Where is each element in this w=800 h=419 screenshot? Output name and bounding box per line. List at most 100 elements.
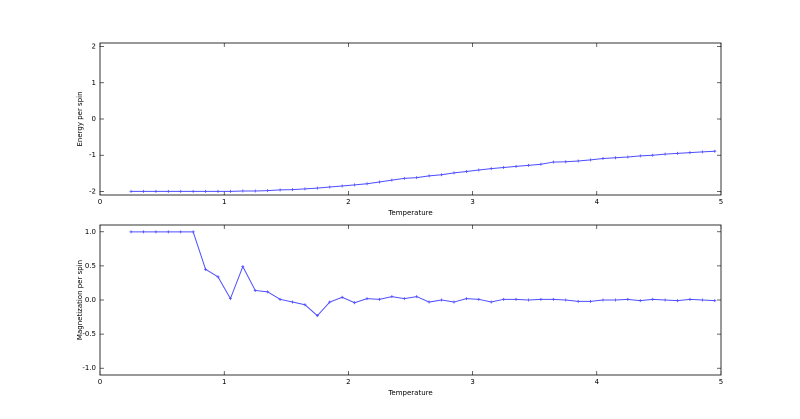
data-line (131, 231, 715, 317)
data-point (502, 165, 506, 169)
data-point (216, 275, 220, 279)
data-point (328, 185, 332, 189)
data-point (141, 230, 145, 234)
y-tick-label: 2 (92, 43, 96, 51)
data-point (315, 314, 319, 318)
data-point (477, 297, 481, 301)
y-tick-label: -0.5 (82, 330, 96, 338)
data-point (489, 300, 493, 304)
data-point (589, 158, 593, 162)
data-point (303, 187, 307, 191)
data-point (713, 149, 717, 153)
data-point (328, 300, 332, 304)
data-point (390, 178, 394, 182)
data-point (601, 298, 605, 302)
x-tick-label: 2 (346, 378, 350, 386)
data-point (415, 295, 419, 299)
data-point (539, 162, 543, 166)
x-tick-label: 2 (346, 198, 350, 206)
data-point (676, 151, 680, 155)
data-point (440, 173, 444, 177)
data-point (688, 151, 692, 155)
data-point (303, 303, 307, 307)
x-tick-label: 5 (719, 198, 723, 206)
data-point (204, 189, 208, 193)
x-tick-label: 1 (222, 198, 226, 206)
data-point (440, 298, 444, 302)
data-point (179, 230, 183, 234)
x-tick-label: 4 (595, 198, 600, 206)
data-point (700, 150, 704, 154)
data-point (228, 189, 232, 193)
data-point (340, 295, 344, 299)
x-tick-label: 3 (470, 378, 474, 386)
data-point (191, 189, 195, 193)
data-point (340, 184, 344, 188)
data-point (253, 288, 257, 292)
x-axis-label: Temperature (387, 209, 432, 217)
data-point (700, 298, 704, 302)
data-point (638, 154, 642, 158)
y-axis-label: Energy per spin (76, 91, 84, 146)
data-point (278, 297, 282, 301)
data-point (141, 189, 145, 193)
data-point (676, 299, 680, 303)
data-point (377, 180, 381, 184)
y-tick-label: -1 (89, 151, 96, 159)
data-point (166, 230, 170, 234)
data-point (154, 189, 158, 193)
data-point (514, 164, 518, 168)
data-point (129, 189, 133, 193)
data-point (402, 176, 406, 180)
data-point (638, 299, 642, 303)
data-point (526, 163, 530, 167)
data-point (241, 265, 245, 269)
data-point (613, 156, 617, 160)
data-point (228, 297, 232, 301)
data-point (576, 159, 580, 163)
data-point (452, 171, 456, 175)
data-point (651, 297, 655, 301)
data-point (166, 189, 170, 193)
x-axis-label: Temperature (387, 389, 432, 397)
data-point (589, 299, 593, 303)
data-point (626, 155, 630, 159)
x-tick-label: 0 (98, 198, 102, 206)
y-tick-label: -2 (89, 187, 96, 195)
data-point (377, 297, 381, 301)
data-point (253, 189, 257, 193)
x-tick-label: 3 (470, 198, 474, 206)
y-tick-label: 1 (92, 79, 96, 87)
x-tick-label: 4 (595, 378, 600, 386)
data-point (291, 300, 295, 304)
data-point (241, 189, 245, 193)
data-point (526, 298, 530, 302)
data-point (415, 176, 419, 180)
data-point (266, 290, 270, 294)
data-point (564, 160, 568, 164)
data-point (613, 298, 617, 302)
data-point (464, 169, 468, 173)
data-point (315, 186, 319, 190)
y-tick-label: 0.0 (85, 296, 96, 304)
data-point (464, 297, 468, 301)
data-point (688, 297, 692, 301)
data-point (651, 153, 655, 157)
data-point (353, 301, 357, 305)
data-point (576, 299, 580, 303)
data-point (713, 299, 717, 303)
data-point (365, 182, 369, 186)
x-tick-label: 1 (222, 378, 226, 386)
data-point (601, 156, 605, 160)
x-tick-label: 5 (719, 378, 723, 386)
data-point (551, 160, 555, 164)
y-tick-label: 0 (92, 115, 96, 123)
data-point (427, 174, 431, 178)
x-tick-label: 0 (98, 378, 102, 386)
data-line (131, 150, 715, 192)
data-point (452, 300, 456, 304)
data-point (663, 152, 667, 156)
data-point (129, 230, 133, 234)
data-point (502, 297, 506, 301)
